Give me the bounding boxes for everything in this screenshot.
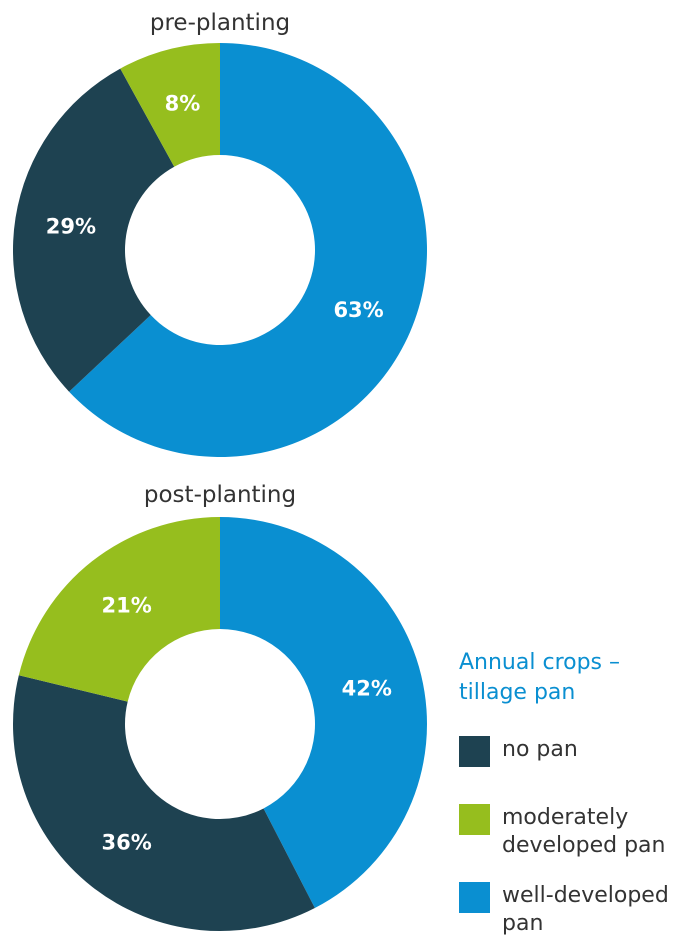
post-planting-slice-well-developed-pan [220,517,428,908]
legend-swatch-moderately-developed-pan [459,804,490,835]
legend-label-no-pan: no pan [502,737,578,762]
post-planting-slice-no-pan [12,675,315,931]
post-planting-slice-moderately-developed-pan [18,517,220,702]
pre-planting-label-moderately-developed-pan: 8% [165,92,201,116]
post-planting-label-well-developed-pan: 42% [342,676,392,700]
pre-planting-donut-chart: 63% 29% 8% [12,43,427,457]
legend-label-moderately-developed-pan: moderately developed pan [502,805,666,858]
post-planting-title: post-planting [143,482,297,508]
pre-planting-label-well-developed-pan: 63% [333,298,383,322]
legend-title: Annual crops – tillage pan [459,650,621,705]
legend-swatch-well-developed-pan [459,882,490,913]
pre-planting-slice-well-developed-pan [69,43,427,457]
legend-swatch-no-pan [459,736,490,767]
pre-planting-slice-no-pan [12,68,175,392]
post-planting-donut-chart: 42% 36% 21% [12,517,428,931]
post-planting-label-no-pan: 36% [102,831,152,855]
legend-label-well-developed-pan: well-developed pan [502,883,669,936]
post-planting-label-moderately-developed-pan: 21% [102,593,152,617]
pre-planting-label-no-pan: 29% [46,214,96,238]
pre-planting-slice-moderately-developed-pan [120,43,220,167]
pre-planting-title: pre-planting [149,10,291,36]
